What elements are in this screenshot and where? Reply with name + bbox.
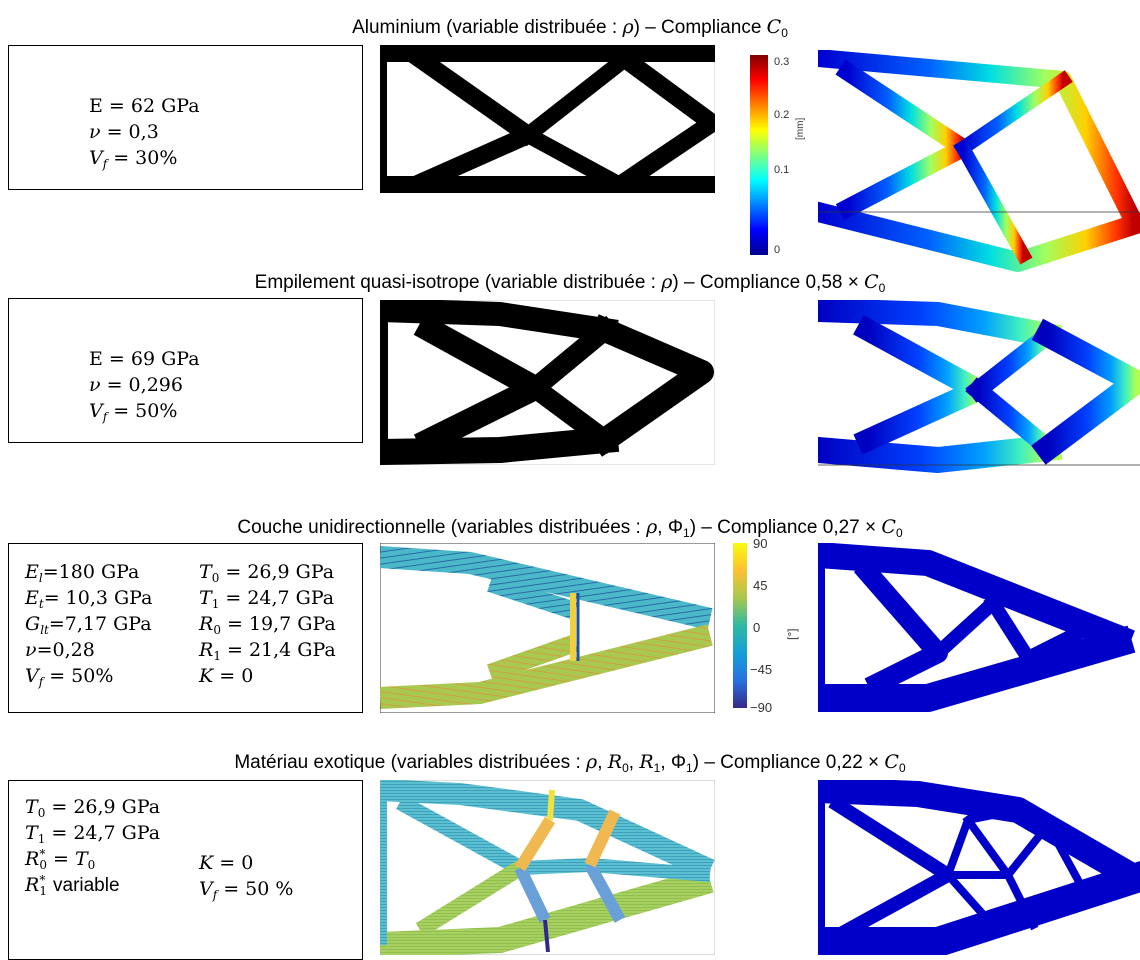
- colorbar-angle: [733, 543, 747, 708]
- section-title-unidirectional: Couche unidirectionnelle (variables dist…: [237, 516, 903, 540]
- prop-r1: R1 = 21,4 GPa: [199, 639, 336, 663]
- prop-poisson: ν = 0,296: [89, 374, 183, 396]
- prop-glt: Glt=7,17 GPa: [25, 613, 152, 637]
- colorbar-tick: −45: [750, 662, 773, 677]
- prop-t0: T0 = 26,9 GPa: [25, 796, 161, 820]
- section-title-exotic: Matériau exotique (variables distribuées…: [234, 751, 906, 775]
- colorbar-tick: 0: [753, 620, 761, 635]
- prop-t1: T1 = 24,7 GPa: [199, 587, 335, 611]
- colorbar-tick: 45: [753, 578, 768, 593]
- prop-t1: T1 = 24,7 GPa: [25, 822, 161, 846]
- properties-box-unidirectional: El=180 GPa Et= 10,3 GPa Glt=7,17 GPa ν=0…: [8, 543, 363, 713]
- prop-volume-fraction: Vf = 50 %: [199, 878, 294, 902]
- topology-quasi-isotropic: [380, 300, 715, 465]
- prop-et: Et= 10,3 GPa: [25, 587, 153, 611]
- prop-poisson: ν = 0,3: [89, 121, 159, 143]
- prop-t0: T0 = 26,9 GPa: [199, 561, 335, 585]
- colorbar-unit: [°]: [785, 628, 799, 640]
- displacement-map-exotic: [818, 780, 1140, 955]
- topology-aluminium: [380, 45, 715, 193]
- colorbar-tick: 0.1: [774, 164, 790, 176]
- properties-box-exotic: T0 = 26,9 GPa T1 = 24,7 GPa R*0 = T0 R*1…: [8, 780, 363, 960]
- prop-k: K = 0: [199, 852, 254, 874]
- prop-r1-star: R*1 variable: [25, 873, 120, 898]
- displacement-map-quasi-isotropic: [818, 300, 1140, 473]
- properties-box-quasi-isotropic: E = 69 GPa ν = 0,296 Vf = 50%: [8, 298, 363, 443]
- orientation-map-exotic: [380, 780, 715, 955]
- prop-el: El=180 GPa: [25, 561, 140, 585]
- colorbar-displacement: [750, 55, 768, 255]
- prop-modulus: E = 62 GPa: [89, 95, 200, 117]
- section-title-aluminium: Aluminium (variable distribuée : ρ) – Co…: [352, 16, 788, 40]
- colorbar-tick: 0.3: [774, 56, 790, 68]
- prop-volume-fraction: Vf = 50%: [89, 400, 178, 424]
- displacement-map-aluminium: [818, 50, 1140, 272]
- prop-r0-star: R*0 = T0: [25, 847, 96, 872]
- prop-volume-fraction: Vf = 50%: [25, 665, 114, 689]
- colorbar-tick: 0.2: [774, 109, 790, 121]
- colorbar-tick: 0: [774, 244, 781, 256]
- orientation-map-unidirectional: [380, 543, 715, 713]
- displacement-map-unidirectional: [818, 543, 1136, 712]
- properties-box-aluminium: E = 62 GPa ν = 0,3 Vf = 30%: [8, 45, 363, 190]
- prop-modulus: E = 69 GPa: [89, 348, 200, 370]
- prop-k: K = 0: [199, 665, 254, 687]
- colorbar-unit: [mm]: [795, 117, 806, 140]
- colorbar-tick: −90: [750, 700, 773, 715]
- prop-r0: R0 = 19,7 GPa: [199, 613, 336, 637]
- prop-poisson: ν=0,28: [25, 639, 95, 661]
- colorbar-tick: 90: [753, 536, 768, 551]
- prop-volume-fraction: Vf = 30%: [89, 147, 178, 171]
- section-title-quasi-isotropic: Empilement quasi-isotrope (variable dist…: [254, 271, 886, 295]
